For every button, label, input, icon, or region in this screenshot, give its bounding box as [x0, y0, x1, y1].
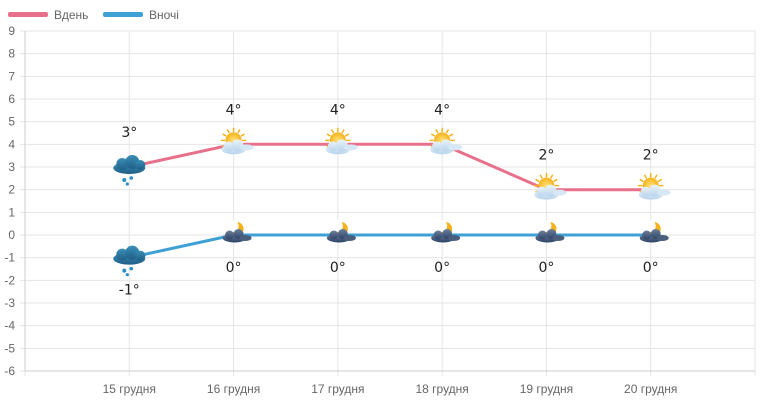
y-tick-label: -1: [4, 251, 15, 265]
day-temp-label: 4°: [330, 102, 346, 118]
day-temp-label: 4°: [434, 102, 450, 118]
sun-cloud-icon: [325, 127, 358, 155]
x-tick-label: 19 грудня: [520, 382, 573, 396]
day-temp-label: 3°: [121, 125, 137, 141]
legend-swatch: [8, 12, 48, 17]
series-line-1: [128, 233, 651, 260]
y-tick-label: -5: [4, 341, 15, 355]
y-tick-label: -2: [4, 273, 15, 287]
y-tick-label: -4: [4, 319, 15, 333]
x-tick-label: 20 грудня: [624, 382, 677, 396]
series-lines: [128, 142, 651, 260]
night-temp-label: 0°: [226, 260, 242, 276]
x-tick-label: 15 грудня: [103, 382, 156, 396]
moon-cloud-icon: [535, 220, 565, 243]
moon-cloud-icon: [326, 220, 356, 243]
snow-cloud-icon: [113, 245, 146, 277]
y-tick-label: -3: [4, 296, 15, 310]
sun-cloud-icon: [220, 127, 254, 155]
sun-cloud-icon: [429, 127, 463, 155]
legend: Вдень Вночі: [8, 8, 179, 22]
grid: [20, 30, 756, 376]
sun-cloud-icon: [637, 172, 671, 200]
day-temp-label: 4°: [226, 102, 242, 118]
series-line-0: [128, 142, 651, 192]
y-tick-label: 3: [8, 160, 15, 174]
day-temp-label: 2°: [643, 148, 659, 164]
data-labels: 3° 4° 4° 4° 2° 2° -1° 0° 0° 0° 0° 0°: [119, 102, 659, 298]
night-temp-label: 0°: [538, 260, 554, 276]
legend-label: Вдень: [54, 8, 88, 22]
y-tick-label: 4: [8, 137, 15, 151]
moon-cloud-icon: [431, 220, 461, 243]
y-tick-label: 5: [8, 115, 15, 129]
day-temp-label: 2°: [538, 148, 554, 164]
y-tick-label: 6: [8, 92, 15, 106]
y-tick-label: 0: [8, 228, 15, 242]
axes: 9 8 7 6 5 4 3 2 1 0 -1 -2 -3 -4 -5 -6 15 грудня 16 грудня…: [4, 24, 755, 396]
snow-cloud-icon: [113, 155, 146, 186]
sun-cloud-icon: [533, 172, 567, 200]
y-tick-label: 9: [8, 24, 15, 38]
weather-icons: [113, 127, 671, 277]
moon-cloud-icon: [222, 220, 252, 243]
y-tick-label: 8: [8, 47, 15, 61]
night-temp-label: 0°: [643, 260, 659, 276]
x-tick-label: 16 грудня: [207, 382, 260, 396]
night-temp-label: 0°: [434, 260, 450, 276]
night-temp-label: 0°: [330, 260, 346, 276]
y-tick-label: 7: [8, 69, 15, 83]
y-tick-label: 2: [8, 183, 15, 197]
y-tick-label: -6: [4, 364, 15, 378]
night-temp-label: -1°: [119, 283, 140, 299]
x-tick-label: 18 грудня: [415, 382, 468, 396]
legend-swatch: [103, 12, 143, 17]
moon-cloud-icon: [639, 220, 669, 243]
x-tick-label: 17 грудня: [311, 382, 364, 396]
y-tick-label: 1: [8, 205, 15, 219]
legend-label: Вночі: [149, 8, 179, 22]
